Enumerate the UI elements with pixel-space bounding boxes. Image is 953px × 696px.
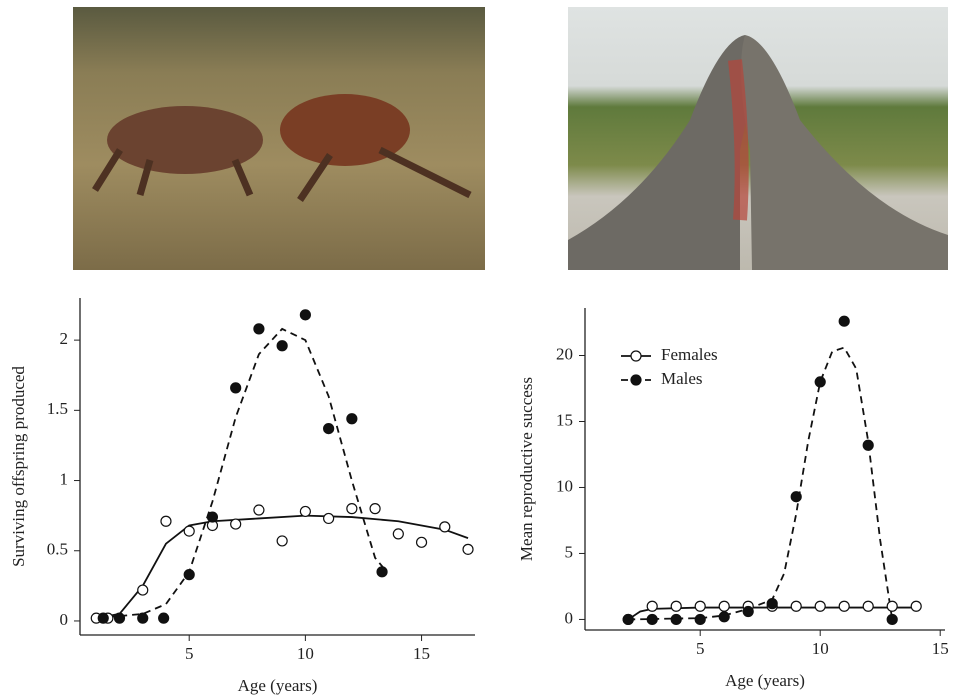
data-point	[839, 316, 849, 326]
data-point	[277, 341, 287, 351]
data-point	[863, 440, 873, 450]
y-tick-label: 0	[565, 608, 574, 627]
data-point	[324, 513, 334, 523]
data-point	[393, 529, 403, 539]
data-point	[370, 504, 380, 514]
y-tick-label: 10	[556, 476, 573, 495]
data-point	[463, 544, 473, 554]
data-point	[695, 614, 705, 624]
legend-marker	[631, 375, 641, 385]
data-point	[115, 613, 125, 623]
data-point	[887, 614, 897, 624]
data-point	[159, 613, 169, 623]
data-point	[791, 492, 801, 502]
data-point	[324, 424, 334, 434]
x-tick-label: 10	[297, 644, 314, 663]
legend-label: Males	[661, 369, 703, 388]
data-point	[254, 324, 264, 334]
x-axis-label: Age (years)	[238, 676, 318, 695]
data-point	[300, 310, 310, 320]
figure: 5 10 15 0 0.5 1 1.5 2 Age (years) Surviving offsp…	[0, 0, 953, 696]
legend-label: Females	[661, 345, 718, 364]
y-tick-label: 1	[60, 469, 69, 488]
fit-line	[96, 329, 386, 618]
data-point	[161, 516, 171, 526]
page: 5 10 15 0 0.5 1 1.5 2 Age (years) Surviving offsp…	[0, 0, 953, 696]
data-point	[647, 614, 657, 624]
data-point	[138, 613, 148, 623]
data-point	[277, 536, 287, 546]
x-tick-label: 5	[185, 644, 194, 663]
data-point	[815, 601, 825, 611]
data-point	[231, 383, 241, 393]
data-point	[695, 601, 705, 611]
data-point	[623, 614, 633, 624]
data-point	[911, 601, 921, 611]
data-point	[184, 570, 194, 580]
data-point	[671, 614, 681, 624]
legend-marker	[631, 351, 641, 361]
x-tick-label: 10	[812, 639, 829, 658]
data-point	[138, 585, 148, 595]
data-point	[839, 601, 849, 611]
data-point	[254, 505, 264, 515]
data-point	[671, 601, 681, 611]
y-axis-label: Mean reproductive success	[517, 377, 536, 561]
data-point	[377, 567, 387, 577]
data-point	[815, 377, 825, 387]
y-tick-label: 0	[60, 610, 69, 629]
data-point	[767, 599, 777, 609]
x-tick-label: 15	[413, 644, 430, 663]
y-tick-label: 5	[565, 542, 574, 561]
data-point	[347, 504, 357, 514]
data-point	[207, 512, 217, 522]
y-tick-label: 20	[556, 344, 573, 363]
data-point	[184, 526, 194, 536]
x-tick-label: 5	[696, 639, 705, 658]
data-point	[887, 601, 897, 611]
x-tick-label: 15	[932, 639, 949, 658]
deer-photo	[73, 7, 485, 270]
data-point	[863, 601, 873, 611]
y-tick-label: 1.5	[47, 399, 68, 418]
data-point	[719, 601, 729, 611]
fit-line	[96, 516, 468, 619]
data-point	[347, 414, 357, 424]
data-point	[98, 613, 108, 623]
y-tick-label: 0.5	[47, 540, 68, 559]
data-point	[743, 607, 753, 617]
seal-photo	[568, 7, 948, 270]
data-point	[791, 601, 801, 611]
data-point	[231, 519, 241, 529]
data-point	[719, 612, 729, 622]
data-point	[417, 537, 427, 547]
y-axis-label: Surviving offspring produced	[9, 366, 28, 567]
x-axis-label: Age (years)	[725, 671, 805, 690]
y-tick-label: 15	[556, 410, 573, 429]
data-point	[440, 522, 450, 532]
data-point	[300, 506, 310, 516]
data-point	[647, 601, 657, 611]
fit-line	[628, 348, 892, 620]
y-tick-label: 2	[60, 329, 69, 348]
